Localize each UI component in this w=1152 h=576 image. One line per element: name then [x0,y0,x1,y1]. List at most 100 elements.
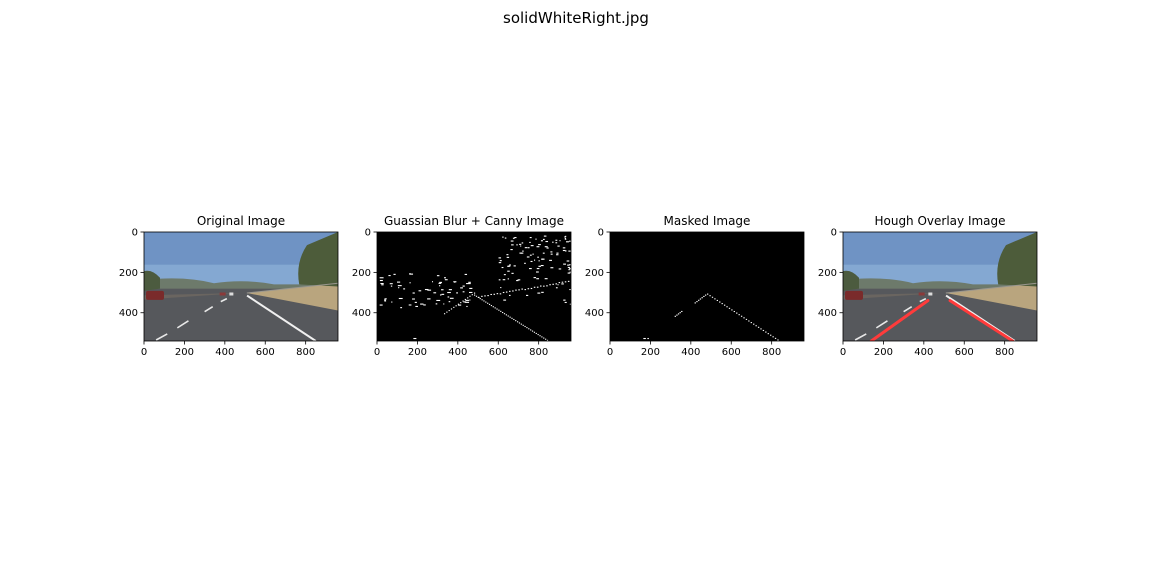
edge-rail-26 [558,282,561,284]
edge-right-107 [564,236,566,238]
masked-left-mid-0 [674,315,676,317]
left-lane-dash-3 [854,333,867,341]
edge-rail-28 [564,281,567,283]
edge-right-47 [562,247,566,249]
edge-left-56 [431,281,434,283]
edge-right-51 [529,268,532,270]
edge-left-55 [439,294,442,296]
edge-right-lane-21 [513,318,515,321]
edge-left-44 [389,283,393,285]
edge-right-lane-7 [487,302,489,304]
edge-right-lane-2 [477,296,479,298]
masked-right-lane-7 [723,304,726,306]
x-tick-label-400: 400 [215,347,234,358]
edge-right-55 [498,257,502,259]
edge-left-38 [449,297,454,299]
left-lane-dash-2 [875,320,888,329]
edge-rail-14 [521,288,523,290]
masked-right-lane-9 [728,307,731,309]
edge-right-52 [540,240,543,242]
edge-rail-4 [490,293,492,296]
edge-right-95 [535,238,537,240]
edge-right-45 [555,242,558,244]
edge-rail-15 [524,289,527,291]
x-tick-label-600: 600 [955,347,974,358]
masked-right-lane-21 [757,326,760,328]
edge-left-15 [438,282,442,284]
edge-right-10 [536,246,540,248]
x-tick-label-0: 0 [374,347,380,358]
edge-right-88 [557,245,560,247]
left-lane-dash-1 [204,306,214,313]
edge-right-8 [546,247,549,249]
masked-right-lane-8 [726,306,728,308]
masked-left-upper-1 [703,295,705,297]
edge-right-43 [530,245,534,247]
edge-right-90 [506,256,510,258]
edge-right-75 [517,279,521,281]
edge-right-108 [564,238,567,240]
y-tick-label-0: 0 [132,228,138,239]
edge-right-77 [544,278,548,280]
edge-right-73 [502,279,506,281]
masked-left-upper-5 [696,301,698,303]
edge-left-16 [397,285,402,287]
axes-frame [143,231,339,342]
edge-left-lane-0 [474,292,476,294]
edge-right-lane-0 [474,294,476,296]
y-tick-label-0: 0 [831,228,837,239]
image-canny-edges [377,232,571,341]
edge-right-9 [536,278,540,280]
x-tick-label-800: 800 [995,347,1014,358]
axes-frame [842,231,1038,342]
edge-right-16 [500,287,502,289]
edge-right-lane-11 [494,307,496,309]
edge-left-50 [414,301,417,303]
axes-frame [376,231,572,342]
edge-right-66 [569,289,571,291]
edge-left-61 [412,298,415,300]
masked-right-lane-13 [738,314,740,316]
edge-left-57 [379,279,383,282]
edge-right-99 [511,272,514,274]
edge-left-1 [435,303,438,305]
edge-rail-27 [561,281,564,283]
x-tick-label-800: 800 [529,347,548,358]
edge-left-3 [398,297,403,300]
panel-title-canny: Guassian Blur + Canny Image [383,214,565,228]
edge-left-34 [465,301,470,303]
edge-right-lane-8 [488,303,491,305]
masked-left-mid-1 [676,314,678,316]
masked-right-lane-10 [731,309,733,311]
masked-left-upper-6 [694,302,696,304]
edge-rail-1 [481,295,483,297]
masked-left-mid-3 [679,312,681,314]
edge-left-22 [396,281,401,283]
edge-rail-25 [555,283,558,285]
trees-left [144,270,160,291]
edge-left-lane-6 [460,302,462,304]
road-shoulder-left [144,293,241,300]
edge-right-lane-25 [520,323,522,325]
edge-left-37 [384,300,387,302]
image-masked-edges [610,232,804,341]
edge-left-53 [447,296,450,298]
y-tick-label-400: 400 [818,308,837,319]
edge-rail-16 [527,288,530,290]
edge-right-71 [566,260,570,262]
edge-right-76 [538,265,541,267]
edge-right-7 [538,260,540,262]
guard-rail [945,282,1037,294]
y-tick-label-200: 200 [818,268,837,279]
edge-right-lane-10 [492,306,494,308]
edge-rail-29 [567,280,570,282]
edge-right-44 [568,269,571,271]
edge-left-21 [400,307,403,309]
edge-left-28 [388,275,391,277]
edge-right-lane-6 [485,301,487,303]
masked-right-lane-18 [750,322,752,324]
masked-right-lane-6 [721,303,723,305]
edge-right-105 [533,277,537,279]
edge-left-51 [464,273,468,275]
masked-right-lane-0 [707,293,709,295]
